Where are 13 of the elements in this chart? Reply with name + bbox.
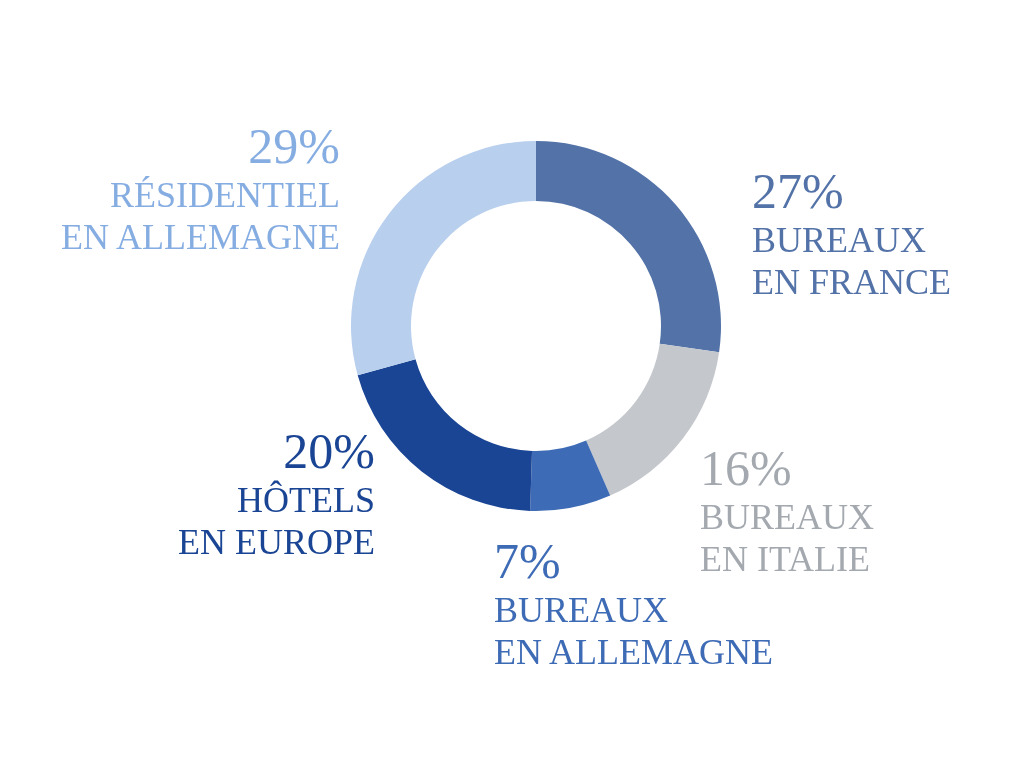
data-label: 20%: [283, 423, 375, 479]
donut-slice: [351, 141, 536, 376]
data-label: 27%: [752, 163, 844, 219]
data-label: 29%: [248, 118, 340, 174]
data-label: 7%: [494, 533, 561, 589]
donut-slice: [536, 141, 721, 353]
slice-label: BUREAUX EN ALLEMAGNE: [494, 590, 773, 672]
slice-label: RÉSIDENTIEL EN ALLEMAGNE: [61, 175, 340, 257]
slice-label: HÔTELS EN EUROPE: [178, 480, 375, 562]
slice-label: BUREAUX EN ITALIE: [700, 497, 875, 579]
donut-slice: [530, 440, 611, 511]
data-label: 16%: [700, 440, 792, 496]
slice-label: BUREAUX EN FRANCE: [752, 220, 952, 302]
